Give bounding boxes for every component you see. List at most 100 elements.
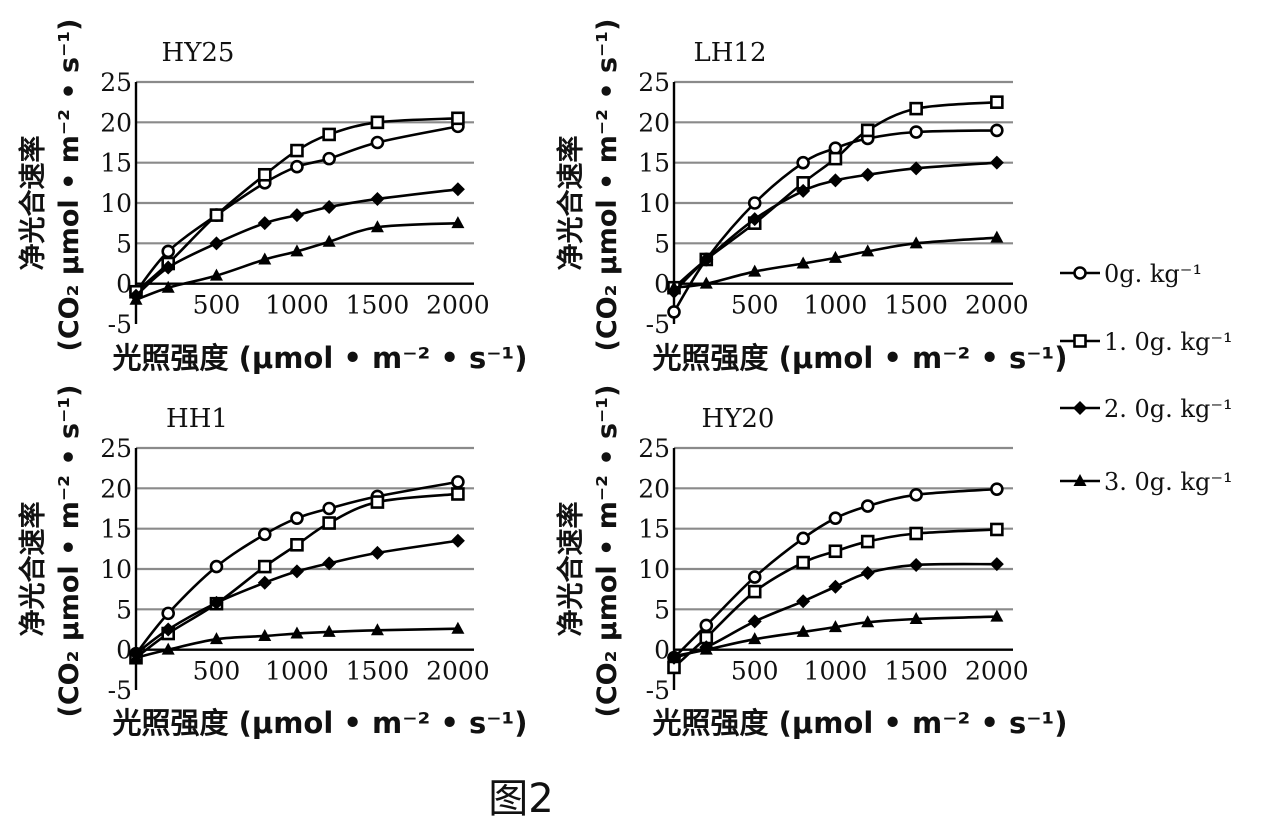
legend-item: 3. 0g. kg⁻¹ [1060, 468, 1233, 496]
data-point [322, 556, 337, 571]
legend-marker [1073, 334, 1087, 348]
y-tick-label: 25 [638, 68, 670, 97]
data-point [290, 143, 304, 158]
data-point [290, 244, 304, 257]
y-axis-label: 净光合速率 [17, 502, 49, 637]
data-point [747, 614, 762, 629]
series-open-square [129, 111, 465, 299]
figure-caption: 图2 [488, 776, 553, 822]
y-tick-label: -5 [646, 310, 670, 339]
data-point [289, 564, 304, 579]
x-tick-label: 1500 [346, 291, 410, 320]
data-point [909, 557, 924, 572]
x-tick-label: 2000 [965, 657, 1029, 686]
y-tick-label: 5 [116, 595, 132, 624]
data-point [667, 649, 681, 662]
data-point [909, 487, 923, 502]
data-point [257, 527, 272, 542]
y-axis-sublabel: (CO₂ μmol • m⁻² • s⁻¹) [54, 385, 85, 718]
y-tick-label: 20 [638, 108, 670, 137]
data-point [860, 566, 875, 581]
data-point [990, 230, 1004, 243]
series-line [673, 562, 997, 659]
series-open-circle [667, 482, 1004, 665]
x-tick-label: 500 [731, 291, 779, 320]
data-point [322, 234, 336, 247]
x-axis-label: 光照强度 (μmol • m⁻² • s⁻¹) [113, 341, 528, 375]
data-point [990, 95, 1004, 109]
y-axis-label: 净光合速率 [555, 502, 587, 637]
x-tick-label: 1000 [804, 291, 868, 320]
data-point [209, 236, 224, 251]
data-point [161, 606, 175, 621]
data-point [370, 623, 384, 636]
data-point [451, 216, 465, 229]
data-point [209, 268, 223, 281]
data-point [161, 260, 176, 275]
data-point [290, 159, 304, 174]
x-axis-label: 光照强度 (μmol • m⁻² • s⁻¹) [653, 341, 1068, 375]
data-point [161, 280, 175, 293]
series-filled-triangle [667, 230, 1004, 293]
data-point [699, 618, 714, 633]
data-point [860, 499, 875, 513]
x-tick-label: 1000 [265, 657, 329, 686]
panel-title: HH1 [166, 404, 228, 434]
data-point [699, 252, 714, 267]
data-point [860, 167, 875, 182]
data-point [861, 615, 875, 628]
data-point [909, 101, 923, 116]
x-tick-label: 1500 [884, 657, 948, 686]
data-point [290, 626, 304, 639]
legend-marker [1073, 474, 1087, 486]
data-point [909, 236, 923, 249]
y-tick-label: 10 [100, 189, 132, 218]
data-point [667, 305, 681, 319]
y-tick-label: 20 [638, 474, 670, 503]
y-tick-label: 0 [654, 270, 670, 299]
data-point [450, 182, 465, 197]
data-point [370, 495, 385, 509]
series-filled-triangle [129, 621, 465, 663]
x-tick-label: 1000 [804, 657, 868, 686]
y-tick-label: 25 [100, 434, 132, 463]
legend-label: 3. 0g. kg⁻¹ [1104, 468, 1233, 496]
data-point [451, 111, 465, 126]
y-tick-label: 0 [654, 636, 670, 665]
legend-item: 1. 0g. kg⁻¹ [1060, 328, 1233, 356]
series-open-square [667, 95, 1004, 295]
data-point [747, 212, 762, 227]
data-point [257, 559, 272, 574]
data-point [828, 544, 843, 559]
data-point [828, 250, 842, 263]
data-point [828, 173, 843, 188]
y-tick-label: 15 [100, 149, 132, 178]
data-point [161, 622, 176, 637]
x-tick-label: 1500 [884, 291, 948, 320]
data-point [699, 276, 713, 289]
data-point [667, 280, 681, 293]
data-point [322, 151, 336, 166]
data-point [796, 624, 810, 637]
y-axis-sublabel: (CO₂ μmol • m⁻² • s⁻¹) [592, 19, 623, 352]
y-axis-sublabel: (CO₂ μmol • m⁻² • s⁻¹) [54, 19, 85, 352]
data-point [129, 650, 143, 663]
data-point [796, 594, 811, 609]
x-axis-label: 光照强度 (μmol • m⁻² • s⁻¹) [653, 706, 1068, 740]
data-point [990, 123, 1004, 138]
y-axis-sublabel: (CO₂ μmol • m⁻² • s⁻¹) [592, 385, 623, 718]
x-tick-label: 500 [731, 657, 779, 686]
series-filled-diamond [129, 182, 465, 303]
y-tick-label: -5 [108, 676, 132, 705]
data-point [209, 559, 224, 574]
data-point [909, 612, 923, 625]
data-point [289, 208, 304, 223]
x-tick-label: 2000 [426, 291, 490, 320]
legend-label: 2. 0g. kg⁻¹ [1104, 395, 1233, 423]
data-point [990, 482, 1004, 496]
data-point [451, 475, 465, 489]
series-line [135, 221, 458, 302]
series-filled-triangle [667, 609, 1004, 662]
x-tick-label: 1000 [265, 291, 329, 320]
